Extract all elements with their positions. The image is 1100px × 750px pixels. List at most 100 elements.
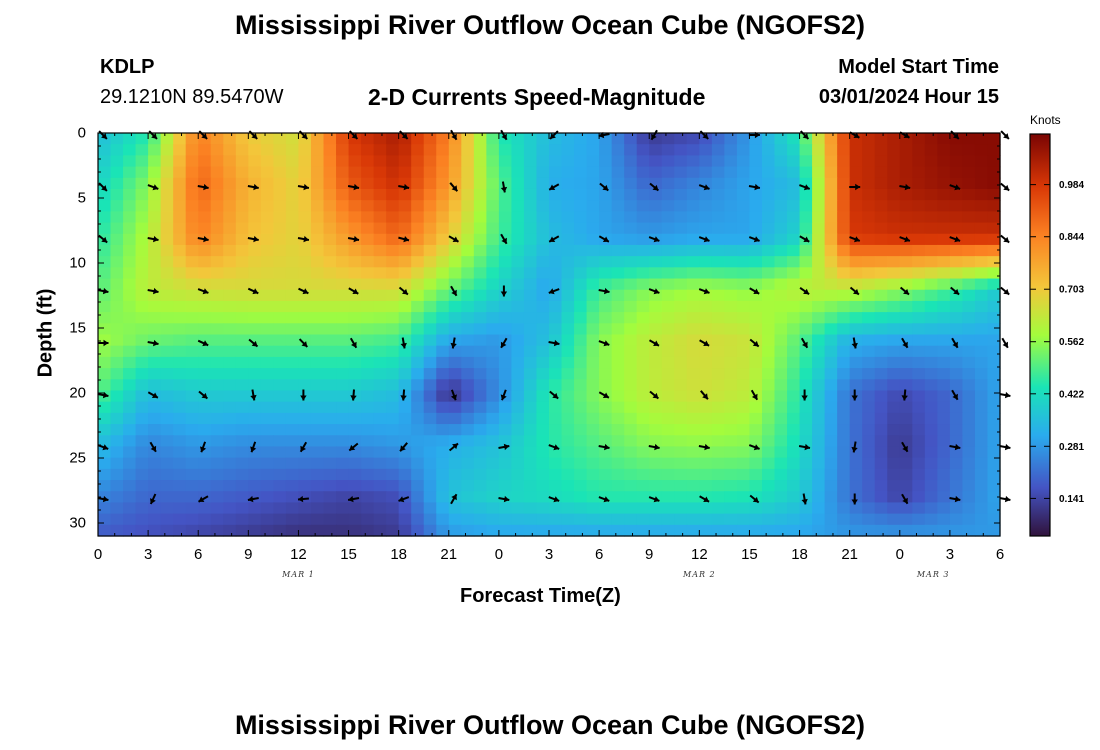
heatmap-cell bbox=[649, 278, 663, 291]
heatmap-cell bbox=[536, 424, 550, 436]
heatmap-cell bbox=[611, 412, 625, 425]
heatmap-cell bbox=[949, 155, 964, 168]
heatmap-cell bbox=[987, 379, 1001, 392]
heatmap-cell bbox=[787, 244, 801, 257]
heatmap-cell bbox=[361, 356, 375, 369]
heatmap-cell bbox=[135, 233, 149, 246]
current-vector-arrow bbox=[698, 184, 710, 191]
heatmap-cell bbox=[711, 390, 725, 403]
heatmap-cell bbox=[799, 524, 813, 537]
heatmap-cell bbox=[436, 468, 450, 481]
heatmap-cell bbox=[774, 256, 788, 268]
heatmap-cell bbox=[661, 379, 675, 392]
heatmap-cell bbox=[774, 446, 788, 459]
heatmap-cell bbox=[210, 356, 224, 369]
heatmap-cell bbox=[661, 267, 675, 280]
heatmap-cell bbox=[511, 424, 525, 436]
heatmap-cell bbox=[285, 256, 300, 268]
heatmap-cell bbox=[962, 356, 976, 369]
heatmap-cell bbox=[198, 267, 212, 280]
heatmap-cell bbox=[899, 312, 913, 324]
current-vector-arrow bbox=[398, 286, 409, 296]
heatmap-cell bbox=[837, 401, 851, 414]
heatmap-cell bbox=[724, 446, 738, 459]
heatmap-cell bbox=[761, 368, 776, 380]
heatmap-cell bbox=[298, 401, 312, 414]
heatmap-cell bbox=[586, 368, 600, 380]
heatmap-cell bbox=[423, 513, 437, 526]
heatmap-cell bbox=[736, 513, 751, 526]
current-vector-arrow bbox=[300, 389, 307, 401]
heatmap-cell bbox=[611, 233, 625, 246]
heatmap-cell bbox=[887, 502, 901, 515]
heatmap-cell bbox=[185, 334, 199, 347]
heatmap-cell bbox=[436, 524, 450, 537]
heatmap-cell bbox=[348, 144, 362, 156]
heatmap-cell bbox=[123, 188, 137, 201]
heatmap-cell bbox=[210, 424, 224, 436]
heatmap-cell bbox=[498, 513, 513, 526]
heatmap-cell bbox=[849, 468, 863, 481]
heatmap-cell bbox=[674, 256, 688, 268]
heatmap-cell bbox=[536, 244, 550, 257]
heatmap-cell bbox=[210, 323, 224, 336]
heatmap-cell bbox=[473, 211, 487, 224]
heatmap-cell bbox=[298, 412, 312, 425]
heatmap-cell bbox=[273, 155, 287, 168]
heatmap-cell bbox=[98, 502, 112, 515]
x-tick-label: 6 bbox=[995, 546, 1005, 563]
heatmap-cell bbox=[661, 155, 675, 168]
heatmap-cell bbox=[448, 244, 462, 257]
heatmap-cell bbox=[937, 491, 951, 504]
heatmap-cell bbox=[812, 177, 826, 190]
heatmap-cell bbox=[210, 468, 224, 481]
axes bbox=[97, 132, 1001, 537]
heatmap-cell bbox=[298, 446, 312, 459]
heatmap-cell bbox=[436, 345, 450, 358]
heatmap-cell bbox=[899, 412, 913, 425]
heatmap-cell bbox=[611, 334, 625, 347]
heatmap-cell bbox=[173, 334, 187, 347]
heatmap-cell bbox=[636, 222, 650, 235]
heatmap-cell bbox=[498, 244, 513, 257]
heatmap-cell bbox=[699, 345, 713, 358]
heatmap-cell bbox=[473, 256, 487, 268]
current-vector-arrow bbox=[197, 183, 209, 191]
heatmap-cell bbox=[874, 412, 888, 425]
heatmap-cell bbox=[310, 424, 325, 436]
heatmap-cell bbox=[373, 390, 387, 403]
heatmap-cell bbox=[799, 491, 813, 504]
current-vector-arrow bbox=[198, 390, 209, 400]
heatmap-cell bbox=[473, 233, 487, 246]
heatmap-cell bbox=[912, 401, 926, 414]
heatmap-cell bbox=[549, 356, 563, 369]
heatmap-cell bbox=[185, 233, 199, 246]
heatmap-cell bbox=[862, 356, 876, 369]
heatmap-cell bbox=[749, 356, 763, 369]
current-vector-arrow bbox=[699, 495, 710, 503]
heatmap-cell bbox=[561, 524, 575, 537]
heatmap-cell bbox=[373, 379, 387, 392]
heatmap-cell bbox=[398, 401, 412, 414]
heatmap-cell bbox=[398, 502, 412, 515]
heatmap-cell bbox=[574, 480, 588, 492]
heatmap-cell bbox=[336, 133, 350, 145]
heatmap-cell bbox=[987, 144, 1001, 156]
current-vector-arrow bbox=[648, 339, 660, 347]
heatmap-cell bbox=[849, 401, 863, 414]
heatmap-cell bbox=[849, 289, 863, 302]
heatmap-cell bbox=[937, 435, 951, 448]
heatmap-cell bbox=[235, 480, 249, 492]
heatmap-cell bbox=[787, 356, 801, 369]
heatmap-cell bbox=[498, 166, 513, 179]
heatmap-cell bbox=[248, 244, 262, 257]
heatmap-cell bbox=[123, 502, 137, 515]
current-vector-arrow bbox=[598, 391, 610, 399]
heatmap-cell bbox=[511, 480, 525, 492]
heatmap-cell bbox=[887, 379, 901, 392]
heatmap-cell bbox=[361, 345, 375, 358]
heatmap-cell bbox=[298, 244, 312, 257]
heatmap-cell bbox=[636, 435, 650, 448]
current-vector-arrow bbox=[598, 443, 610, 451]
heatmap-cell bbox=[837, 289, 851, 302]
